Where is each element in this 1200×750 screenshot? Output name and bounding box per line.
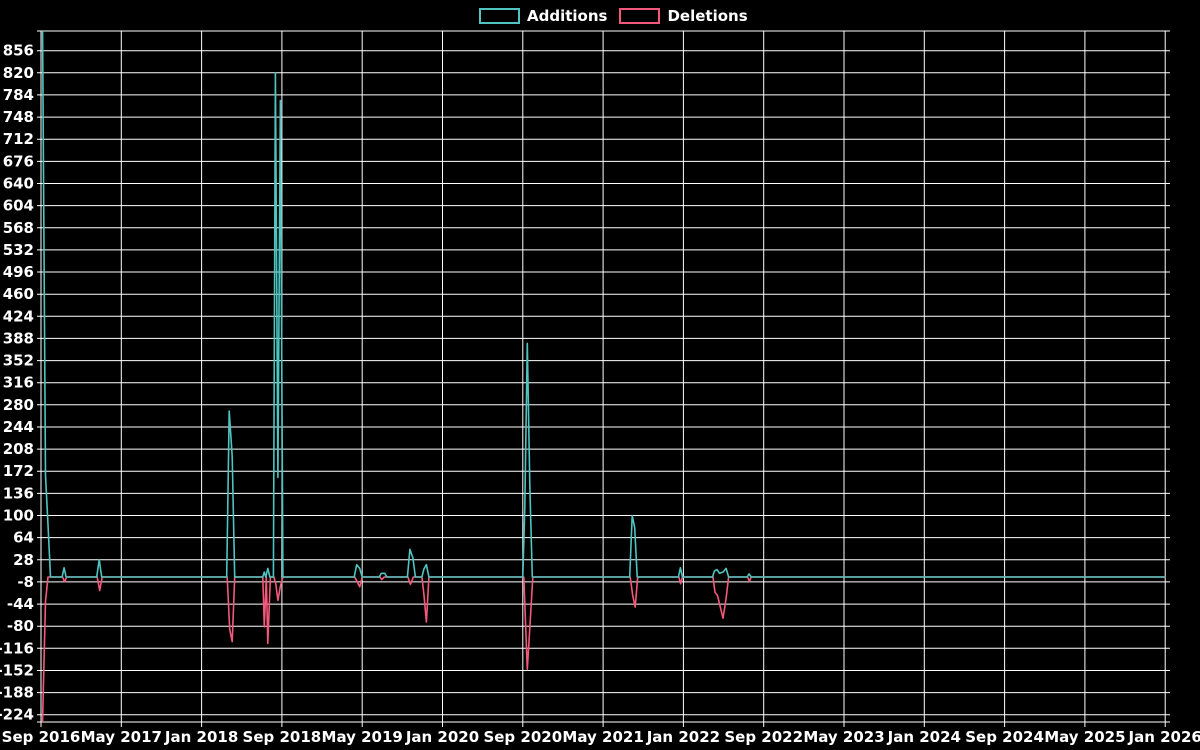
x-tick-label: Jan 2022: [646, 728, 720, 746]
y-tick-label: -116: [0, 639, 34, 657]
y-tick-label: 28: [13, 551, 34, 569]
x-tick-label: May 2025: [1044, 728, 1125, 746]
x-tick-label: Sep 2016: [2, 728, 81, 746]
y-tick-label: 820: [3, 64, 34, 82]
y-tick-label: 784: [3, 86, 34, 104]
y-tick-label: 748: [3, 108, 34, 126]
grid-layer: [37, 31, 1170, 722]
y-tick-label: -188: [0, 684, 34, 702]
chart-legend: Additions Deletions: [479, 8, 748, 24]
x-tick-label: May 2021: [562, 728, 643, 746]
y-tick-label: 460: [3, 285, 34, 303]
additions-swatch: [479, 8, 520, 24]
deletions-line: [41, 576, 1166, 722]
y-tick-label: 64: [13, 529, 34, 547]
legend-item-deletions[interactable]: Deletions: [619, 7, 748, 25]
x-tick-label: Jan 2024: [887, 728, 961, 746]
x-tick-label: May 2023: [803, 728, 884, 746]
x-tick-label: Sep 2022: [724, 728, 803, 746]
x-tick-label: Jan 2018: [164, 728, 238, 746]
y-tick-label: -152: [0, 662, 34, 680]
y-tick-label: 352: [3, 352, 34, 370]
y-tick-label: 496: [3, 263, 34, 281]
x-tick-label: Sep 2018: [243, 728, 322, 746]
y-tick-label: -8: [17, 573, 34, 591]
y-tick-label: 316: [3, 374, 34, 392]
deletions-legend-label: Deletions: [667, 7, 748, 25]
y-tick-label: 172: [3, 462, 34, 480]
y-tick-label: 640: [3, 175, 34, 193]
y-tick-label: 604: [3, 197, 34, 215]
x-tick-label: Sep 2020: [483, 728, 562, 746]
axis-layer: Sep 2016 May 2017 Jan 2018 Sep 2018 May 2019…: [0, 30, 1200, 746]
additions-legend-label: Additions: [527, 7, 608, 25]
y-tick-label: -224: [0, 706, 34, 724]
y-tick-label: 568: [3, 219, 34, 237]
y-tick-label: -80: [7, 617, 34, 635]
x-tick-label: May 2017: [81, 728, 162, 746]
y-tick-label: 856: [3, 42, 34, 60]
y-tick-label: 532: [3, 241, 34, 259]
y-tick-label: 676: [3, 152, 34, 170]
series-layer: [41, 31, 1166, 722]
y-tick-label: 100: [3, 507, 34, 525]
y-tick-label: 388: [3, 329, 34, 347]
y-tick-label: 208: [3, 440, 34, 458]
x-tick-label: Jan 2026: [1128, 728, 1200, 746]
additions-line: [41, 31, 1166, 578]
x-tick-label: Jan 2020: [405, 728, 479, 746]
x-tick-label: May 2019: [322, 728, 403, 746]
y-tick-label: 424: [3, 307, 34, 325]
y-tick-label: 244: [3, 418, 34, 436]
legend-item-additions[interactable]: Additions: [479, 8, 607, 24]
y-tick-label: -44: [7, 595, 34, 613]
x-tick-label: Sep 2024: [965, 728, 1044, 746]
deletions-swatch: [619, 8, 661, 24]
y-tick-label: 712: [3, 130, 34, 148]
y-tick-label: 280: [3, 396, 34, 414]
y-tick-label: 136: [3, 484, 34, 502]
